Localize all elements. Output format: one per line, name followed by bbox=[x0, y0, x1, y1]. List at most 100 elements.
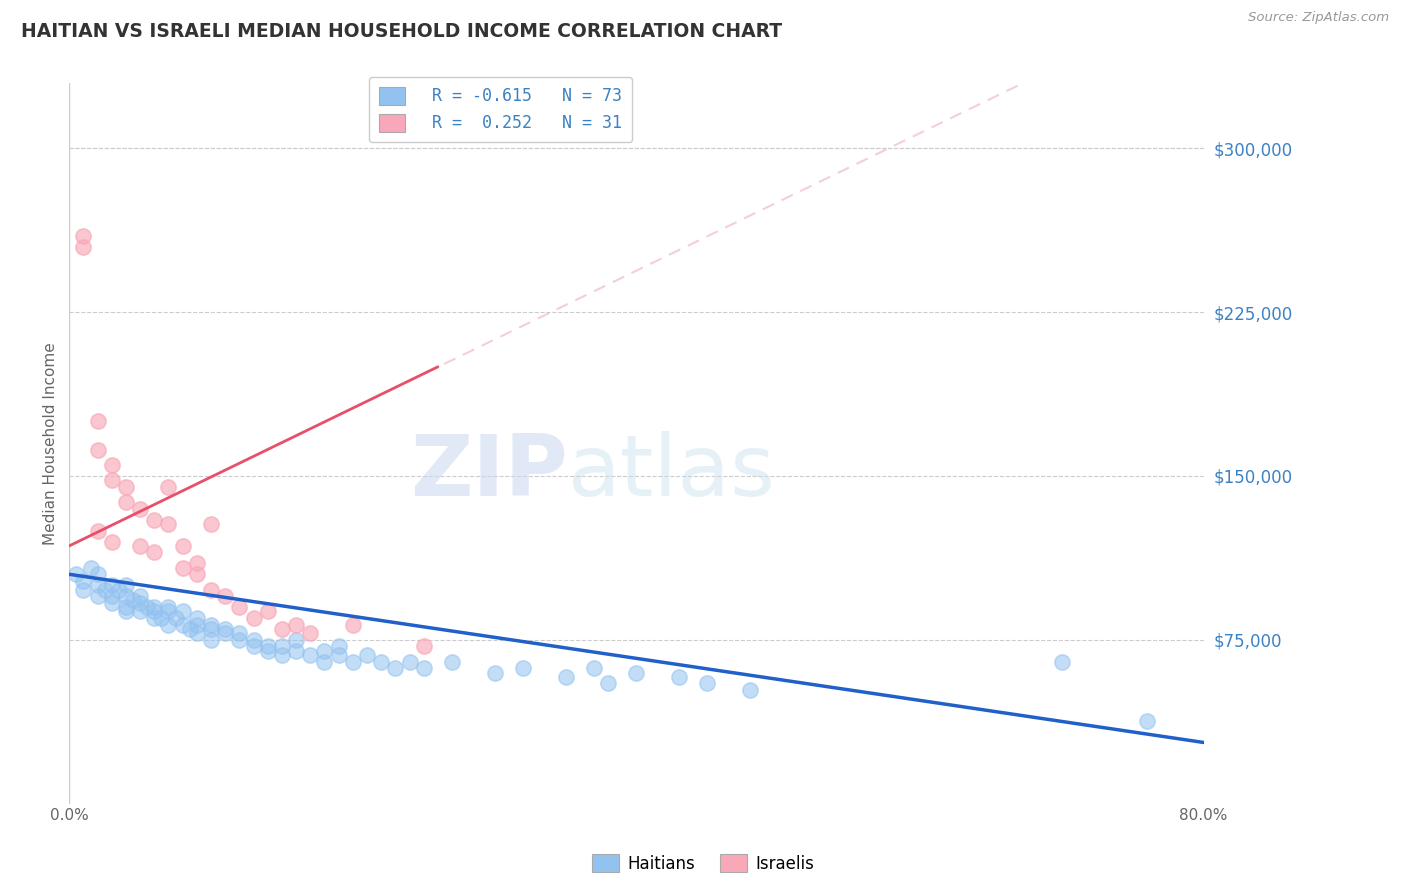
Point bbox=[72, 228, 94, 243]
Point bbox=[186, 567, 208, 582]
Point bbox=[412, 640, 434, 654]
Point bbox=[668, 670, 690, 684]
Point bbox=[271, 640, 294, 654]
Point bbox=[86, 589, 108, 603]
Point bbox=[129, 589, 152, 603]
Point bbox=[1136, 714, 1159, 728]
Point bbox=[356, 648, 378, 662]
Point bbox=[157, 604, 180, 618]
Point bbox=[256, 644, 278, 658]
Point bbox=[696, 676, 718, 690]
Point bbox=[484, 665, 506, 680]
Point bbox=[100, 534, 122, 549]
Point bbox=[412, 661, 434, 675]
Point bbox=[150, 611, 173, 625]
Point bbox=[512, 661, 534, 675]
Text: HAITIAN VS ISRAELI MEDIAN HOUSEHOLD INCOME CORRELATION CHART: HAITIAN VS ISRAELI MEDIAN HOUSEHOLD INCO… bbox=[21, 22, 782, 41]
Point bbox=[299, 626, 322, 640]
Point bbox=[256, 604, 278, 618]
Point bbox=[200, 632, 222, 647]
Point bbox=[172, 617, 194, 632]
Point bbox=[256, 640, 278, 654]
Point bbox=[186, 617, 208, 632]
Point bbox=[93, 582, 115, 597]
Point bbox=[108, 582, 131, 597]
Point bbox=[214, 589, 236, 603]
Point bbox=[100, 578, 122, 592]
Point bbox=[115, 480, 138, 494]
Point bbox=[129, 501, 152, 516]
Point bbox=[115, 604, 138, 618]
Point bbox=[100, 596, 122, 610]
Point bbox=[172, 604, 194, 618]
Point bbox=[214, 626, 236, 640]
Point bbox=[228, 600, 250, 615]
Point bbox=[165, 611, 187, 625]
Point bbox=[157, 600, 180, 615]
Point bbox=[115, 600, 138, 615]
Point bbox=[214, 622, 236, 636]
Point bbox=[242, 640, 264, 654]
Point bbox=[200, 617, 222, 632]
Text: ZIP: ZIP bbox=[411, 431, 568, 514]
Point bbox=[554, 670, 576, 684]
Point bbox=[441, 655, 464, 669]
Point bbox=[1050, 655, 1073, 669]
Point bbox=[115, 589, 138, 603]
Point bbox=[86, 524, 108, 538]
Y-axis label: Median Household Income: Median Household Income bbox=[44, 342, 58, 545]
Point bbox=[86, 414, 108, 428]
Point bbox=[115, 578, 138, 592]
Point bbox=[242, 632, 264, 647]
Point bbox=[228, 626, 250, 640]
Point bbox=[143, 604, 166, 618]
Point bbox=[129, 539, 152, 553]
Point bbox=[314, 655, 336, 669]
Point bbox=[738, 683, 761, 698]
Point bbox=[271, 622, 294, 636]
Point bbox=[72, 582, 94, 597]
Point bbox=[582, 661, 605, 675]
Point bbox=[626, 665, 648, 680]
Point bbox=[398, 655, 420, 669]
Point bbox=[228, 632, 250, 647]
Point bbox=[271, 648, 294, 662]
Text: atlas: atlas bbox=[568, 431, 776, 514]
Point bbox=[100, 458, 122, 472]
Point bbox=[129, 604, 152, 618]
Text: Source: ZipAtlas.com: Source: ZipAtlas.com bbox=[1249, 11, 1389, 24]
Point bbox=[157, 617, 180, 632]
Point bbox=[179, 622, 201, 636]
Point bbox=[72, 240, 94, 254]
Point bbox=[143, 611, 166, 625]
Legend: Haitians, Israelis: Haitians, Israelis bbox=[585, 847, 821, 880]
Point bbox=[186, 626, 208, 640]
Point bbox=[100, 474, 122, 488]
Point bbox=[143, 545, 166, 559]
Point bbox=[186, 611, 208, 625]
Point bbox=[115, 495, 138, 509]
Point bbox=[86, 567, 108, 582]
Point bbox=[122, 593, 145, 607]
Point bbox=[285, 644, 308, 658]
Point bbox=[65, 567, 87, 582]
Point bbox=[342, 617, 364, 632]
Point bbox=[200, 622, 222, 636]
Point bbox=[136, 600, 159, 615]
Point bbox=[596, 676, 619, 690]
Point bbox=[143, 600, 166, 615]
Point bbox=[328, 648, 350, 662]
Point bbox=[143, 513, 166, 527]
Point bbox=[172, 539, 194, 553]
Point bbox=[314, 644, 336, 658]
Point bbox=[285, 632, 308, 647]
Point bbox=[100, 589, 122, 603]
Legend:   R = -0.615   N = 73,   R =  0.252   N = 31: R = -0.615 N = 73, R = 0.252 N = 31 bbox=[368, 77, 631, 143]
Point bbox=[157, 480, 180, 494]
Point bbox=[172, 560, 194, 574]
Point bbox=[200, 516, 222, 531]
Point bbox=[328, 640, 350, 654]
Point bbox=[186, 557, 208, 571]
Point bbox=[79, 560, 101, 574]
Point bbox=[285, 617, 308, 632]
